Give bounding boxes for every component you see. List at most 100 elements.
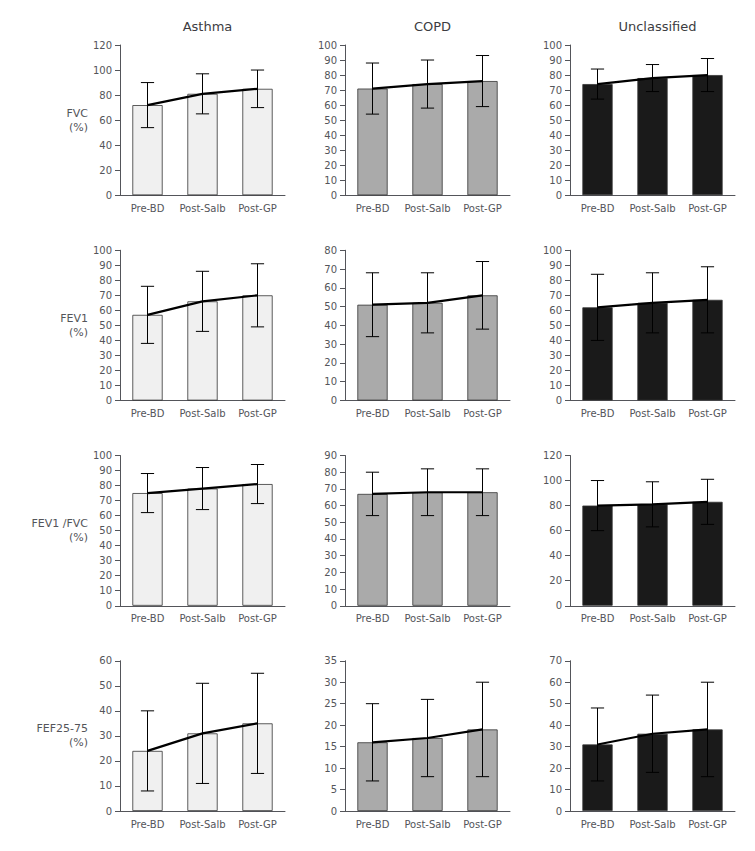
- svg-text:Post-GP: Post-GP: [688, 613, 727, 624]
- svg-text:40: 40: [99, 705, 112, 716]
- svg-text:70: 70: [549, 655, 562, 666]
- svg-text:10: 10: [549, 784, 562, 795]
- svg-text:120: 120: [93, 40, 112, 51]
- svg-text:80: 80: [99, 90, 112, 101]
- svg-text:50: 50: [99, 525, 112, 536]
- svg-text:90: 90: [549, 260, 562, 271]
- svg-text:10: 10: [324, 584, 337, 595]
- svg-text:Post-Salb: Post-Salb: [404, 819, 450, 830]
- svg-text:10: 10: [99, 380, 112, 391]
- svg-text:80: 80: [549, 500, 562, 511]
- svg-text:Post-Salb: Post-Salb: [179, 613, 225, 624]
- svg-text:Post-Salb: Post-Salb: [179, 203, 225, 214]
- svg-text:Pre-BD: Pre-BD: [131, 408, 165, 419]
- svg-text:70: 70: [324, 85, 337, 96]
- svg-text:0: 0: [106, 806, 112, 817]
- svg-text:20: 20: [324, 720, 337, 731]
- svg-text:Post-GP: Post-GP: [463, 408, 502, 419]
- svg-text:10: 10: [324, 376, 337, 387]
- svg-text:10: 10: [549, 175, 562, 186]
- svg-text:20: 20: [549, 575, 562, 586]
- svg-text:30: 30: [324, 339, 337, 350]
- svg-text:40: 40: [549, 550, 562, 561]
- svg-text:50: 50: [324, 517, 337, 528]
- svg-text:70: 70: [99, 290, 112, 301]
- svg-text:40: 40: [99, 335, 112, 346]
- svg-text:50: 50: [324, 115, 337, 126]
- svg-text:Post-GP: Post-GP: [463, 819, 502, 830]
- svg-text:60: 60: [549, 100, 562, 111]
- svg-text:Post-Salb: Post-Salb: [404, 613, 450, 624]
- svg-text:40: 40: [99, 140, 112, 151]
- svg-text:80: 80: [324, 467, 337, 478]
- svg-text:20: 20: [549, 763, 562, 774]
- svg-text:60: 60: [99, 510, 112, 521]
- svg-text:100: 100: [93, 65, 112, 76]
- svg-text:20: 20: [549, 365, 562, 376]
- svg-text:0: 0: [106, 395, 112, 406]
- svg-text:0: 0: [106, 190, 112, 201]
- svg-text:0: 0: [556, 806, 562, 817]
- svg-text:70: 70: [324, 483, 337, 494]
- svg-text:70: 70: [99, 495, 112, 506]
- svg-text:0: 0: [331, 190, 337, 201]
- svg-text:Post-Salb: Post-Salb: [629, 408, 675, 419]
- svg-text:Post-Salb: Post-Salb: [629, 203, 675, 214]
- svg-text:100: 100: [543, 40, 562, 51]
- svg-text:100: 100: [93, 450, 112, 461]
- svg-text:Pre-BD: Pre-BD: [581, 613, 615, 624]
- svg-text:50: 50: [549, 698, 562, 709]
- svg-text:Post-GP: Post-GP: [238, 613, 277, 624]
- svg-text:Post-Salb: Post-Salb: [404, 408, 450, 419]
- svg-text:(%): (%): [69, 326, 88, 339]
- svg-text:20: 20: [324, 357, 337, 368]
- svg-text:60: 60: [549, 525, 562, 536]
- svg-text:0: 0: [556, 600, 562, 611]
- svg-text:60: 60: [99, 655, 112, 666]
- svg-text:40: 40: [549, 130, 562, 141]
- svg-text:20: 20: [99, 165, 112, 176]
- svg-text:Post-GP: Post-GP: [238, 203, 277, 214]
- svg-text:20: 20: [549, 160, 562, 171]
- svg-text:30: 30: [324, 550, 337, 561]
- svg-text:35: 35: [324, 655, 337, 666]
- svg-text:90: 90: [324, 450, 337, 461]
- svg-text:100: 100: [543, 245, 562, 256]
- svg-text:Pre-BD: Pre-BD: [356, 819, 390, 830]
- svg-text:60: 60: [324, 282, 337, 293]
- svg-text:40: 40: [99, 540, 112, 551]
- svg-text:20: 20: [99, 570, 112, 581]
- svg-text:FEF25-75: FEF25-75: [36, 722, 88, 735]
- svg-text:Post-Salb: Post-Salb: [179, 408, 225, 419]
- svg-text:40: 40: [549, 335, 562, 346]
- svg-text:100: 100: [93, 245, 112, 256]
- svg-text:30: 30: [99, 350, 112, 361]
- svg-text:Pre-BD: Pre-BD: [581, 203, 615, 214]
- svg-text:40: 40: [324, 130, 337, 141]
- svg-text:60: 60: [549, 305, 562, 316]
- svg-text:100: 100: [543, 475, 562, 486]
- svg-text:Pre-BD: Pre-BD: [581, 408, 615, 419]
- svg-text:120: 120: [543, 450, 562, 461]
- svg-text:60: 60: [549, 677, 562, 688]
- svg-text:50: 50: [99, 320, 112, 331]
- svg-text:Post-GP: Post-GP: [688, 203, 727, 214]
- svg-text:Pre-BD: Pre-BD: [131, 819, 165, 830]
- svg-text:90: 90: [99, 260, 112, 271]
- svg-text:0: 0: [331, 395, 337, 406]
- svg-text:40: 40: [549, 720, 562, 731]
- svg-text:70: 70: [324, 264, 337, 275]
- svg-text:80: 80: [549, 275, 562, 286]
- svg-text:Post-GP: Post-GP: [238, 819, 277, 830]
- svg-text:0: 0: [556, 190, 562, 201]
- svg-text:10: 10: [324, 763, 337, 774]
- svg-text:10: 10: [549, 380, 562, 391]
- svg-text:90: 90: [549, 55, 562, 66]
- svg-text:60: 60: [99, 115, 112, 126]
- svg-text:Post-GP: Post-GP: [463, 203, 502, 214]
- svg-text:5: 5: [331, 784, 337, 795]
- svg-text:40: 40: [324, 533, 337, 544]
- svg-text:20: 20: [99, 365, 112, 376]
- svg-text:Pre-BD: Pre-BD: [356, 408, 390, 419]
- svg-text:40: 40: [324, 320, 337, 331]
